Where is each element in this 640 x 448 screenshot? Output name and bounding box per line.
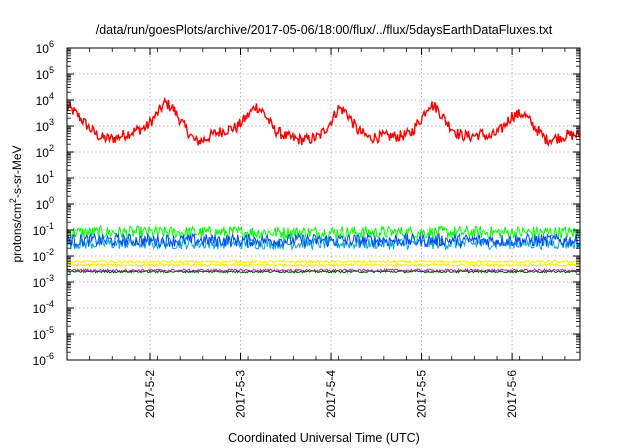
series-line — [66, 96, 581, 147]
x-tick-label: 2017-5-5 — [415, 370, 429, 418]
y-tick-label: 100 — [36, 195, 54, 212]
y-tick-label: 105 — [36, 65, 54, 82]
x-tick-label: 2017-5-6 — [505, 370, 519, 418]
y-tick-label: 10-1 — [33, 221, 54, 238]
x-axis-label: Coordinated Universal Time (UTC) — [228, 431, 420, 445]
series-line — [66, 262, 581, 268]
series-line — [66, 259, 581, 265]
series-line — [66, 224, 581, 241]
y-tick-labels: 10-6 10-5 10-4 10-3 10-2 10-1 100 101 102 103 104 1… — [33, 39, 54, 368]
series-line — [66, 269, 581, 274]
axis-ticks — [66, 47, 580, 361]
y-tick-label: 10-4 — [33, 299, 54, 316]
y-tick-label: 103 — [36, 117, 54, 134]
y-tick-label: 10-6 — [33, 351, 54, 368]
x-tick-labels: 2017-5-2 2017-5-3 2017-5-4 2017-5-5 2017-5-6 — [143, 370, 519, 418]
x-tick-label: 2017-5-2 — [143, 370, 157, 418]
y-tick-label: 10-3 — [33, 273, 54, 290]
chart-title: /data/run/goesPlots/archive/2017-05-06/1… — [96, 23, 553, 37]
x-tick-label: 2017-5-3 — [234, 370, 248, 418]
y-tick-label: 106 — [36, 39, 54, 56]
y-axis-label: protons/cm2-s-sr-MeV — [8, 145, 24, 262]
series-line — [66, 232, 581, 249]
y-tick-label: 102 — [36, 143, 54, 160]
series-group — [66, 96, 581, 274]
y-tick-label: 104 — [36, 91, 54, 108]
series-line — [66, 268, 581, 273]
y-tick-label: 101 — [36, 169, 54, 186]
x-tick-label: 2017-5-4 — [324, 370, 338, 418]
y-tick-label: 10-5 — [33, 325, 54, 342]
y-tick-label: 10-2 — [33, 247, 54, 264]
